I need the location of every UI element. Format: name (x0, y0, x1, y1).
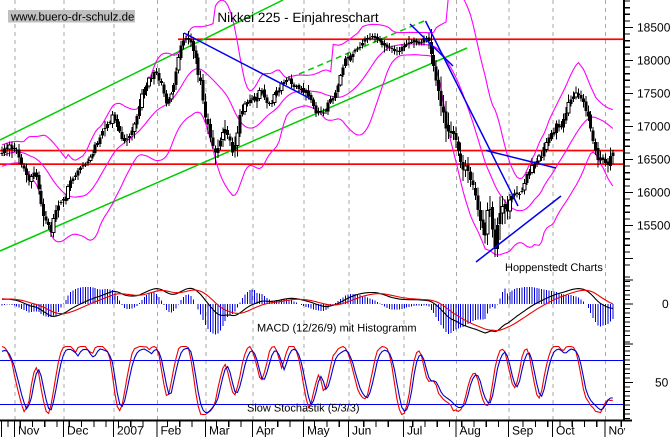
svg-text:2007: 2007 (117, 424, 144, 438)
svg-text:Nikkei 225 - Einjahreschart: Nikkei 225 - Einjahreschart (217, 10, 379, 25)
svg-text:Jul: Jul (407, 424, 422, 438)
svg-text:Aug: Aug (460, 424, 481, 438)
svg-text:Jun: Jun (352, 424, 371, 438)
svg-text:18500: 18500 (637, 21, 671, 35)
svg-text:Feb: Feb (161, 424, 182, 438)
svg-text:Sep: Sep (512, 424, 534, 438)
svg-text:Apr: Apr (256, 424, 275, 438)
svg-text:18000: 18000 (637, 54, 671, 68)
svg-text:MACD (12/26/9) mit Histogramm: MACD (12/26/9) mit Histogramm (257, 323, 417, 335)
svg-text:Mar: Mar (209, 424, 230, 438)
svg-text:15500: 15500 (637, 219, 671, 233)
svg-text:Slow Stochastik (5/3/3): Slow Stochastik (5/3/3) (247, 403, 360, 415)
svg-text:Nov: Nov (18, 424, 39, 438)
svg-text:0: 0 (662, 297, 669, 311)
svg-text:17500: 17500 (637, 87, 671, 101)
svg-text:Hoppenstedt Charts: Hoppenstedt Charts (505, 262, 603, 274)
svg-text:16500: 16500 (637, 153, 671, 167)
svg-text:Dec: Dec (67, 424, 88, 438)
svg-text:50: 50 (655, 376, 669, 390)
svg-text:www.buero-dr-schulz.de: www.buero-dr-schulz.de (10, 12, 134, 24)
svg-text:17000: 17000 (637, 120, 671, 134)
svg-text:Oct: Oct (556, 424, 575, 438)
svg-text:16000: 16000 (637, 186, 671, 200)
svg-text:May: May (307, 424, 330, 438)
svg-text:Nov: Nov (609, 424, 630, 438)
